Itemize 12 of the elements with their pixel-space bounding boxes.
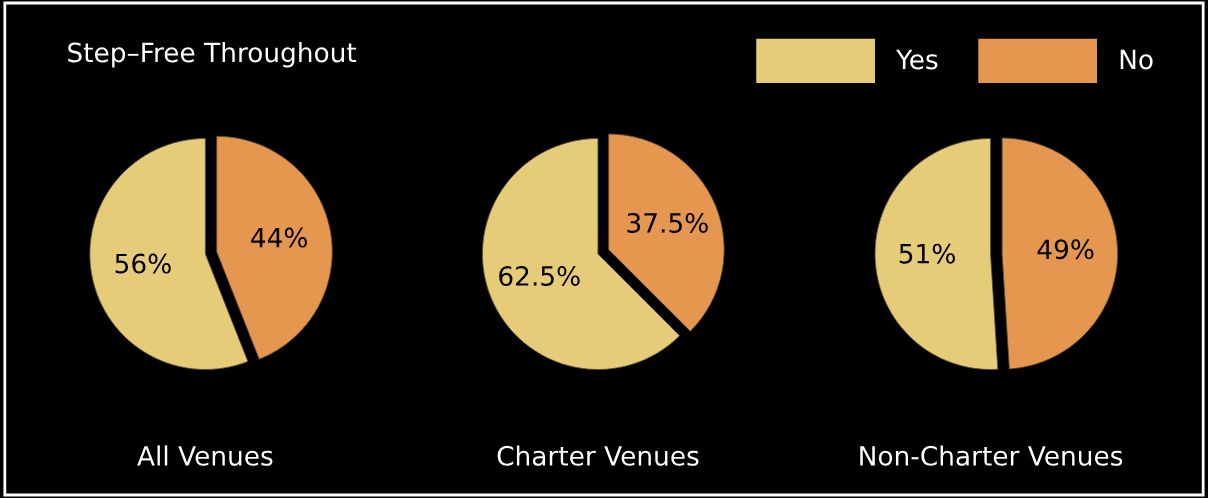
legend-label: No [1120,49,1153,70]
data-label: 62.5% [499,265,580,286]
data-label: 44% [251,227,307,248]
text: Charter Venues [497,445,699,466]
data-label: 51% [899,243,955,264]
legend-label: Yes [896,49,938,70]
text: All Venues [137,445,273,466]
data-label: 49% [1037,239,1094,260]
data-label: 37.5% [627,212,708,233]
data-label: 56% [115,253,171,274]
text: Non-Charter Venues [860,445,1123,466]
chart-title: Step–Free Throughout [68,42,357,68]
